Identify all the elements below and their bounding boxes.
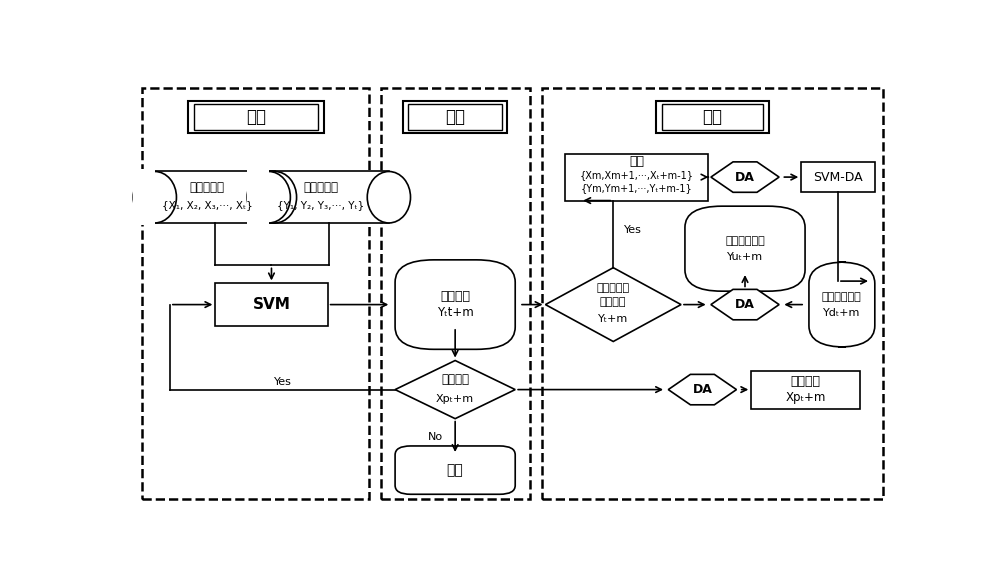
Bar xyxy=(408,104,502,130)
Text: Xpₜ+m: Xpₜ+m xyxy=(785,391,826,404)
Bar xyxy=(188,101,324,133)
Bar xyxy=(194,104,318,130)
Text: {Xm,Xm+1,···,Xₜ+m-1}: {Xm,Xm+1,···,Xₜ+m-1} xyxy=(580,170,694,180)
Polygon shape xyxy=(545,268,681,342)
Text: {Ym,Ym+1,···,Yₜ+m-1}: {Ym,Ym+1,···,Yₜ+m-1} xyxy=(581,183,692,193)
Ellipse shape xyxy=(253,171,297,223)
Bar xyxy=(142,88,369,499)
Text: {X₁, X₂, X₃,···, Xₜ}: {X₁, X₂, X₃,···, Xₜ} xyxy=(162,200,253,210)
Bar xyxy=(269,171,389,223)
Text: {Y₁, Y₂, Y₃,···, Yₜ}: {Y₁, Y₂, Y₃,···, Yₜ} xyxy=(277,200,365,210)
Text: No: No xyxy=(428,432,443,442)
Text: 训练: 训练 xyxy=(246,107,266,125)
Text: DA: DA xyxy=(735,298,755,311)
Bar xyxy=(155,171,275,223)
Bar xyxy=(381,88,530,499)
Text: DA: DA xyxy=(735,171,755,184)
Bar xyxy=(542,88,883,499)
Text: 输出数据集: 输出数据集 xyxy=(304,181,339,194)
Text: 校正: 校正 xyxy=(702,107,722,125)
Bar xyxy=(565,153,708,200)
Text: 整合: 整合 xyxy=(629,155,644,168)
Text: 预测: 预测 xyxy=(445,107,465,125)
Text: SVM: SVM xyxy=(253,297,290,312)
FancyBboxPatch shape xyxy=(685,206,805,291)
Text: 预报输出: 预报输出 xyxy=(440,290,470,303)
Text: Yuₜ+m: Yuₜ+m xyxy=(727,252,763,261)
Text: DA: DA xyxy=(692,383,712,396)
Text: Yₜt+m: Yₜt+m xyxy=(437,306,474,319)
Text: 校正输入: 校正输入 xyxy=(790,375,820,388)
FancyBboxPatch shape xyxy=(809,262,875,347)
Text: 二元同化预报: 二元同化预报 xyxy=(725,236,765,246)
Text: Yes: Yes xyxy=(274,376,291,386)
Polygon shape xyxy=(668,374,736,405)
Ellipse shape xyxy=(367,171,411,223)
Text: 一元同化预报: 一元同化预报 xyxy=(822,292,862,302)
Text: 结束: 结束 xyxy=(447,463,464,477)
Text: Ydₜ+m: Ydₜ+m xyxy=(823,308,861,318)
Text: 驱动数据集: 驱动数据集 xyxy=(190,181,225,194)
Bar xyxy=(662,104,763,130)
Text: 地下水水位: 地下水水位 xyxy=(597,282,630,293)
FancyBboxPatch shape xyxy=(395,260,515,349)
Bar xyxy=(403,101,507,133)
Polygon shape xyxy=(711,162,779,192)
FancyBboxPatch shape xyxy=(395,446,515,494)
Text: 驱动数据: 驱动数据 xyxy=(441,373,469,386)
Text: Yₜ+m: Yₜ+m xyxy=(598,314,628,324)
Bar xyxy=(215,284,328,326)
Bar xyxy=(751,371,860,408)
Text: 观测数据: 观测数据 xyxy=(600,297,626,307)
Text: Xpₜ+m: Xpₜ+m xyxy=(436,394,474,404)
Bar xyxy=(656,101,769,133)
Text: SVM-DA: SVM-DA xyxy=(813,171,863,184)
Bar xyxy=(801,162,875,192)
Bar xyxy=(247,169,269,225)
Text: Yes: Yes xyxy=(624,225,642,235)
Polygon shape xyxy=(395,360,515,419)
Polygon shape xyxy=(711,289,779,320)
Ellipse shape xyxy=(133,171,176,223)
Bar xyxy=(133,169,155,225)
Ellipse shape xyxy=(247,171,290,223)
